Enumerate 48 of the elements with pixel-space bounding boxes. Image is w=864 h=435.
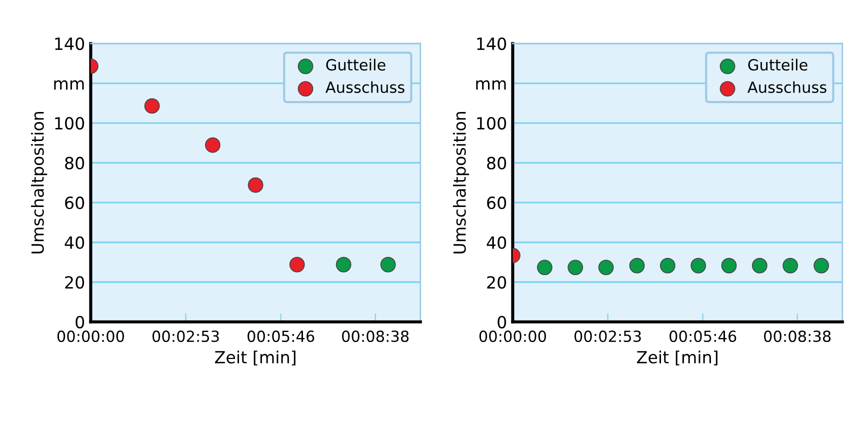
point — [248, 177, 264, 193]
legend-label: Ausschuss — [748, 81, 826, 94]
point — [205, 137, 220, 153]
point — [289, 256, 305, 272]
y-tick-label: 40 — [486, 236, 506, 249]
y-tick-label: 60 — [65, 196, 84, 210]
x-tick-label: 00:00:00 — [479, 330, 546, 342]
y-tick-label: 0 — [498, 316, 506, 328]
point — [690, 258, 706, 274]
y-tick-label: 100 — [477, 117, 506, 130]
x-tick-label: 00:00:00 — [57, 330, 124, 342]
x-tick-label: 00:05:46 — [248, 330, 314, 342]
y-tick-label: 0 — [76, 316, 84, 328]
point — [814, 258, 830, 274]
y-tick-label: 20 — [65, 276, 84, 289]
y-tick-label: mm — [54, 80, 84, 90]
point — [380, 256, 396, 272]
point — [782, 258, 798, 274]
x-axis-title: Zeit [min] — [215, 350, 296, 366]
x-tick-label: 00:02:53 — [152, 330, 219, 342]
x-tick-label: 00:05:46 — [670, 330, 736, 342]
legend-label: Gutteile — [748, 58, 808, 71]
point — [660, 258, 676, 274]
y-tick-label: 100 — [55, 117, 84, 130]
legend-label: Gutteile — [326, 58, 386, 71]
point — [144, 98, 160, 114]
point — [536, 260, 552, 276]
point — [336, 256, 352, 272]
x-tick-label: 00:08:38 — [342, 330, 409, 342]
y-tick-label: 140 — [477, 37, 506, 50]
point — [752, 258, 768, 274]
y-tick-label: 80 — [65, 156, 84, 170]
x-tick-label: 00:02:53 — [574, 330, 641, 342]
y-axis-title: Umschaltposition — [453, 112, 470, 254]
point — [598, 260, 614, 276]
x-axis-title: Zeit [min] — [637, 350, 718, 366]
legend-label: Ausschuss — [326, 81, 404, 94]
y-tick-label: 60 — [487, 196, 506, 210]
y-tick-label: 20 — [487, 276, 506, 289]
point — [629, 258, 645, 274]
y-axis-title: Umschaltposition — [31, 112, 48, 254]
y-tick-label: mm — [476, 80, 506, 90]
point — [721, 258, 737, 274]
point — [568, 260, 584, 276]
x-tick-label: 00:08:38 — [764, 330, 831, 342]
y-tick-label: 40 — [64, 236, 84, 249]
y-tick-label: 80 — [487, 156, 506, 170]
y-tick-label: 140 — [55, 37, 84, 50]
